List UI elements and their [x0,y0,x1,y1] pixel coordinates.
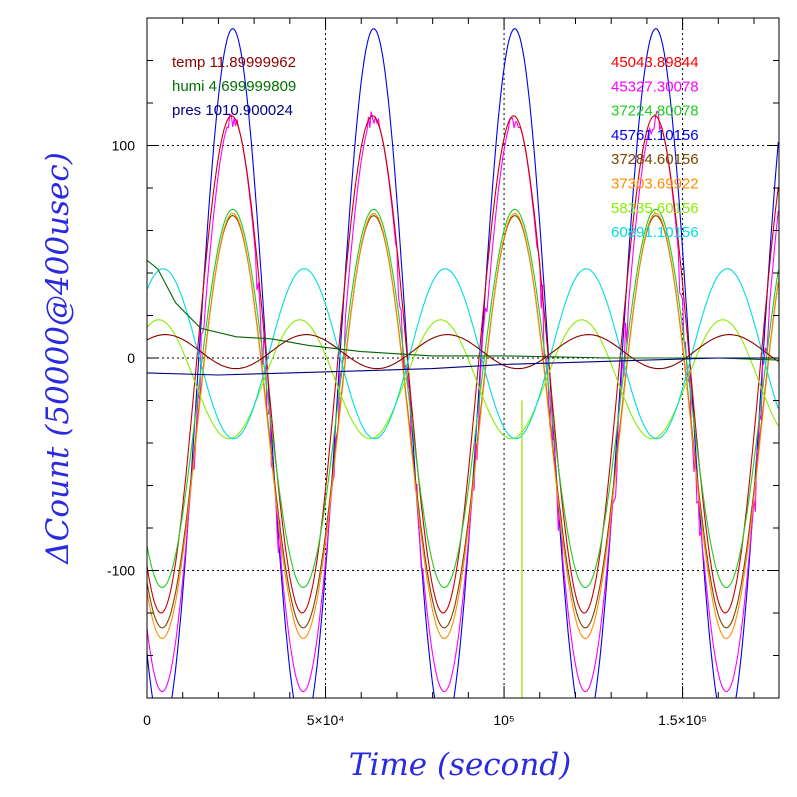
series-legend-entry-1: 45327.30078 [611,78,699,95]
x-axis-title: Time (second) [349,747,571,783]
series-legend-entry-7: 60891.10156 [611,224,699,241]
tick-labels: 0 5×10⁴ 10⁵ 1.5×10⁵ 100 0 -100 [107,138,707,729]
env-legend-entry-2: pres 1010.900024 [172,102,293,119]
env-line-1 [147,357,779,376]
x-tick-label-2: 10⁵ [493,712,514,728]
x-tick-label-1: 5×10⁴ [307,712,345,728]
y-tick-label-0: 100 [112,138,136,154]
y-tick-label-1: 0 [127,350,135,366]
series-legend-entry-5: 37303.69922 [611,176,699,193]
series-line-0 [147,27,779,698]
y-tick-label-2: -100 [107,563,135,579]
series-legend-entry-6: 58335.60156 [611,200,699,217]
series-line-4 [147,212,779,640]
series-line-5 [147,208,779,589]
series-legend-entry-2: 37224.80078 [611,103,699,120]
series-legend-entry-0: 45043.89844 [611,54,699,71]
series-legend-entry-4: 37284.60156 [611,151,699,168]
series-line-7 [147,268,779,440]
env-legend: temp 11.89999962 humi 4.699999809 pres 101… [172,54,296,119]
tick-marks [146,17,779,699]
series-legend: 45043.89844 45327.30078 37224.80078 45761.1… [611,54,699,241]
env-line-0 [147,259,779,361]
x-tick-label-3: 1.5×10⁵ [658,712,707,728]
series-layer [147,27,779,698]
env-legend-entry-1: humi 4.699999809 [172,78,296,95]
env-legend-entry-0: temp 11.89999962 [172,54,296,71]
series-legend-entry-3: 45761.10156 [611,127,699,144]
x-tick-label-0: 0 [143,712,151,728]
series-line-8 [147,334,779,370]
y-axis-title: ΔCount (50000@400usec) [40,152,76,565]
